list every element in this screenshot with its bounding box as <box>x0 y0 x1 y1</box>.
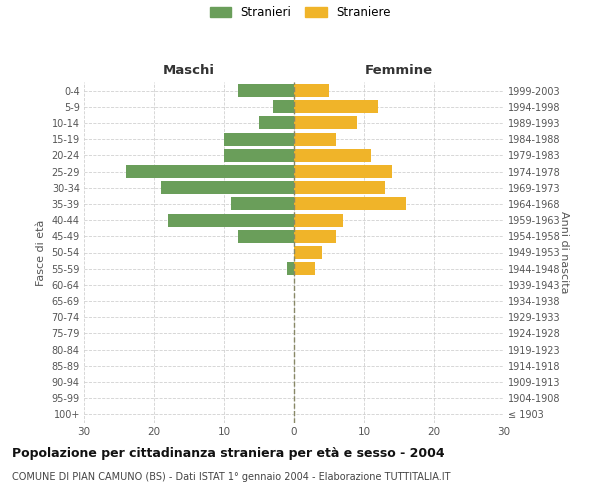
Text: Popolazione per cittadinanza straniera per età e sesso - 2004: Popolazione per cittadinanza straniera p… <box>12 448 445 460</box>
Legend: Stranieri, Straniere: Stranieri, Straniere <box>209 6 391 19</box>
Text: Femmine: Femmine <box>365 64 433 78</box>
Bar <box>294 165 392 178</box>
Text: COMUNE DI PIAN CAMUNO (BS) - Dati ISTAT 1° gennaio 2004 - Elaborazione TUTTITALI: COMUNE DI PIAN CAMUNO (BS) - Dati ISTAT … <box>12 472 451 482</box>
Bar <box>294 262 315 275</box>
Y-axis label: Anni di nascita: Anni di nascita <box>559 211 569 294</box>
Bar <box>294 214 343 226</box>
Bar <box>294 198 406 210</box>
Text: Maschi: Maschi <box>163 64 215 78</box>
Bar <box>224 149 294 162</box>
Bar <box>294 100 378 114</box>
Bar <box>168 214 294 226</box>
Bar <box>294 182 385 194</box>
Bar <box>161 182 294 194</box>
Bar <box>126 165 294 178</box>
Bar <box>294 84 329 97</box>
Bar <box>294 149 371 162</box>
Bar <box>294 132 336 145</box>
Bar <box>273 100 294 114</box>
Bar <box>294 230 336 243</box>
Bar <box>231 198 294 210</box>
Bar <box>238 84 294 97</box>
Bar <box>238 230 294 243</box>
Bar <box>294 116 357 130</box>
Bar <box>259 116 294 130</box>
Bar <box>224 132 294 145</box>
Bar <box>294 246 322 259</box>
Y-axis label: Fasce di età: Fasce di età <box>36 220 46 286</box>
Bar <box>287 262 294 275</box>
